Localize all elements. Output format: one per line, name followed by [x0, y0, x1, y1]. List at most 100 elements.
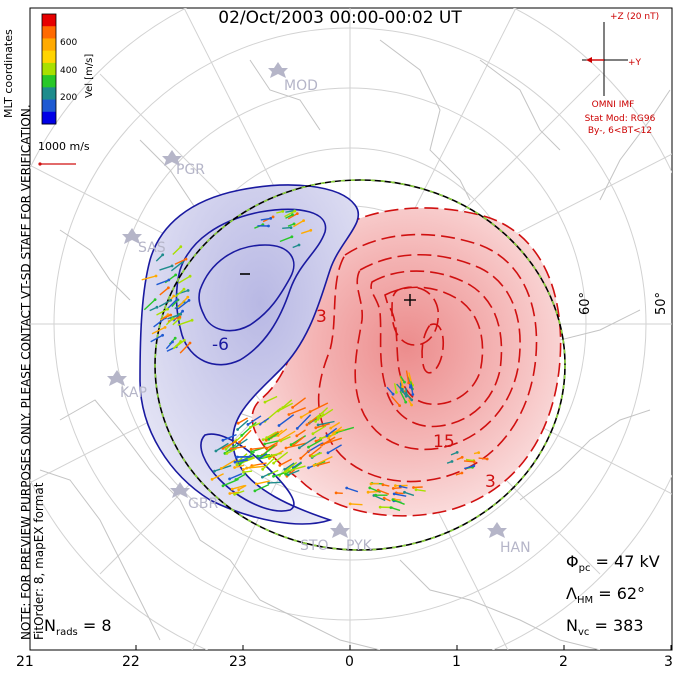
velocity-vector: [285, 442, 307, 449]
vector-origin-dot: [460, 455, 464, 459]
vector-count: Nvc = 383: [566, 616, 644, 638]
colorbar-swatch: [42, 62, 56, 76]
velocity-vector: [478, 457, 488, 460]
velocity-vector: [277, 402, 294, 412]
velocity-vector: [239, 451, 255, 465]
phi-value: = 47 kV: [595, 552, 660, 571]
velocity-vector: [391, 395, 401, 407]
vector-origin-dot: [325, 434, 329, 438]
vector-origin-dot: [289, 443, 293, 447]
colorbar-swatch: [42, 26, 56, 39]
vector-origin-dot: [286, 473, 290, 477]
velocity-vector: [264, 439, 281, 445]
colorbar-border: [41, 13, 57, 125]
vector-origin-dot: [391, 392, 395, 396]
velocity-vector: [260, 217, 271, 221]
vector-origin-dot: [411, 393, 415, 396]
velocity-vector: [284, 210, 296, 218]
vector-origin-dot: [414, 488, 418, 492]
vector-origin-dot: [472, 464, 476, 468]
map-title: 02/Oct/2003 00:00-00:02 UT: [218, 8, 462, 28]
velocity-vector: [410, 384, 414, 395]
vector-origin-dot: [171, 317, 175, 320]
velocity-vector: [279, 236, 293, 243]
vector-origin-dot: [272, 474, 275, 478]
vector-origin-dot: [219, 467, 223, 470]
vector-origin-dot: [210, 477, 214, 481]
velocity-vector: [167, 299, 178, 309]
vector-origin-dot: [187, 299, 191, 302]
vector-origin-dot: [174, 273, 178, 277]
velocity-vector: [172, 317, 181, 326]
vector-origin-dot: [263, 400, 267, 404]
velocity-vector: [369, 487, 381, 493]
vector-origin-dot: [389, 506, 393, 509]
velocity-vector: [238, 429, 252, 443]
velocity-vector: [170, 261, 183, 272]
velocity-vector: [315, 423, 330, 429]
hm-boundary-latitude: ΛHM = 62°: [566, 584, 645, 606]
vector-origin-dot: [455, 451, 459, 454]
vector-origin-dot: [263, 442, 267, 446]
velocity-vector: [264, 395, 278, 403]
vector-origin-dot: [267, 457, 271, 460]
mlt-label-1: 1: [452, 654, 461, 670]
mlt-label-21: 21: [16, 654, 34, 670]
coordinate-system-label: MLT coordinates: [2, 29, 15, 118]
velocity-vector: [230, 445, 247, 450]
velocity-vector: [293, 219, 304, 228]
velocity-vector: [293, 436, 305, 446]
vector-origin-dot: [186, 295, 190, 299]
station-label-mod: MOD: [284, 78, 318, 94]
vector-origin-dot: [327, 436, 330, 440]
velocity-vector: [330, 421, 341, 429]
velocity-vector: [293, 461, 302, 469]
vector-origin-dot: [404, 400, 408, 404]
vector-origin-dot: [450, 460, 454, 463]
velocity-vector: [326, 427, 338, 437]
colorbar-title: Vel [m/s]: [84, 53, 95, 98]
vector-origin-dot: [272, 461, 275, 465]
vector-origin-dot: [329, 426, 333, 430]
velocity-vector: [300, 229, 312, 235]
vector-origin-dot: [299, 415, 303, 419]
station-label-gbr: GBR: [188, 496, 219, 512]
vector-origin-dot: [235, 455, 239, 459]
vector-origin-dot: [161, 333, 165, 337]
vector-origin-dot: [154, 274, 158, 278]
velocity-vector: [178, 275, 191, 284]
vector-origin-dot: [311, 432, 315, 436]
velocity-vector: [464, 465, 474, 470]
vector-origin-dot: [307, 466, 310, 470]
vector-origin-dot: [398, 485, 402, 488]
vector-origin-dot: [326, 451, 330, 455]
vector-origin-dot: [307, 445, 310, 449]
lambda-symbol: Λ: [566, 584, 577, 603]
velocity-vector: [234, 464, 245, 469]
velocity-vector: [268, 481, 282, 484]
colorbar-tick: 200: [60, 93, 78, 103]
vector-origin-dot: [374, 493, 378, 497]
vector-origin-dot: [293, 209, 297, 213]
velocity-vector: [174, 258, 187, 265]
station-label-han: HAN: [500, 540, 531, 556]
velocity-vector: [262, 471, 273, 478]
mlt-label-23: 23: [229, 654, 247, 670]
velocity-vector: [167, 313, 181, 320]
vector-origin-dot: [214, 449, 218, 453]
velocity-vector: [150, 334, 163, 343]
vector-origin-dot: [376, 488, 380, 492]
vector-origin-dot: [225, 452, 229, 455]
vector-origin-dot: [172, 294, 176, 298]
stat-model: Stat Mod: RG96: [584, 114, 656, 124]
vector-origin-dot: [320, 443, 323, 447]
mlt-label-2: 2: [559, 654, 568, 670]
vector-origin-dot: [410, 398, 414, 402]
velocity-vector: [258, 453, 268, 460]
vector-origin-dot: [278, 464, 282, 467]
negative-contours: [175, 208, 327, 512]
velocity-vector: [405, 370, 410, 384]
vector-origin-dot: [309, 228, 313, 232]
vector-origin-dot: [153, 298, 157, 301]
vector-origin-dot: [179, 245, 183, 249]
